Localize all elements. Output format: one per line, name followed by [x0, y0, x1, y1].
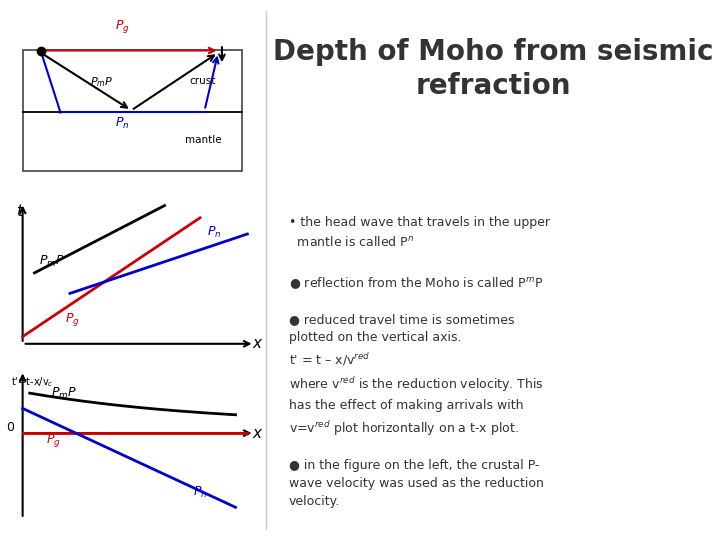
- Text: ● reflection from the Moho is called P$^m$P: ● reflection from the Moho is called P$^…: [289, 275, 544, 291]
- Text: ● in the figure on the left, the crustal P-
wave velocity was used as the reduct: ● in the figure on the left, the crustal…: [289, 459, 544, 508]
- Text: 0: 0: [6, 421, 14, 434]
- Text: $P_n$: $P_n$: [115, 116, 130, 131]
- Text: $P_g$: $P_g$: [66, 311, 80, 328]
- Text: • the head wave that travels in the upper
  mantle is called P$^n$: • the head wave that travels in the uppe…: [289, 216, 550, 248]
- Text: $P_n$: $P_n$: [193, 485, 207, 500]
- Text: Depth of Moho from seismic
refraction: Depth of Moho from seismic refraction: [273, 38, 714, 100]
- Text: x: x: [252, 336, 261, 351]
- Text: $P_g$: $P_g$: [46, 432, 61, 449]
- Text: $P_mP$: $P_mP$: [39, 254, 65, 269]
- Text: $P_mP$: $P_mP$: [51, 386, 77, 401]
- Text: t'=t-x/v$_c$: t'=t-x/v$_c$: [11, 375, 53, 389]
- Text: ● reduced travel time is sometimes
plotted on the vertical axis.
t' = t – x/v$^{: ● reduced travel time is sometimes plott…: [289, 313, 544, 437]
- Text: $P_n$: $P_n$: [207, 225, 222, 240]
- Text: $P_g$: $P_g$: [115, 18, 130, 35]
- Text: x: x: [252, 426, 261, 441]
- Text: $P_mP$: $P_mP$: [90, 75, 113, 89]
- Text: t: t: [16, 204, 22, 219]
- Bar: [23, 50, 242, 171]
- Text: mantle: mantle: [184, 134, 221, 145]
- Text: crust: crust: [189, 76, 216, 86]
